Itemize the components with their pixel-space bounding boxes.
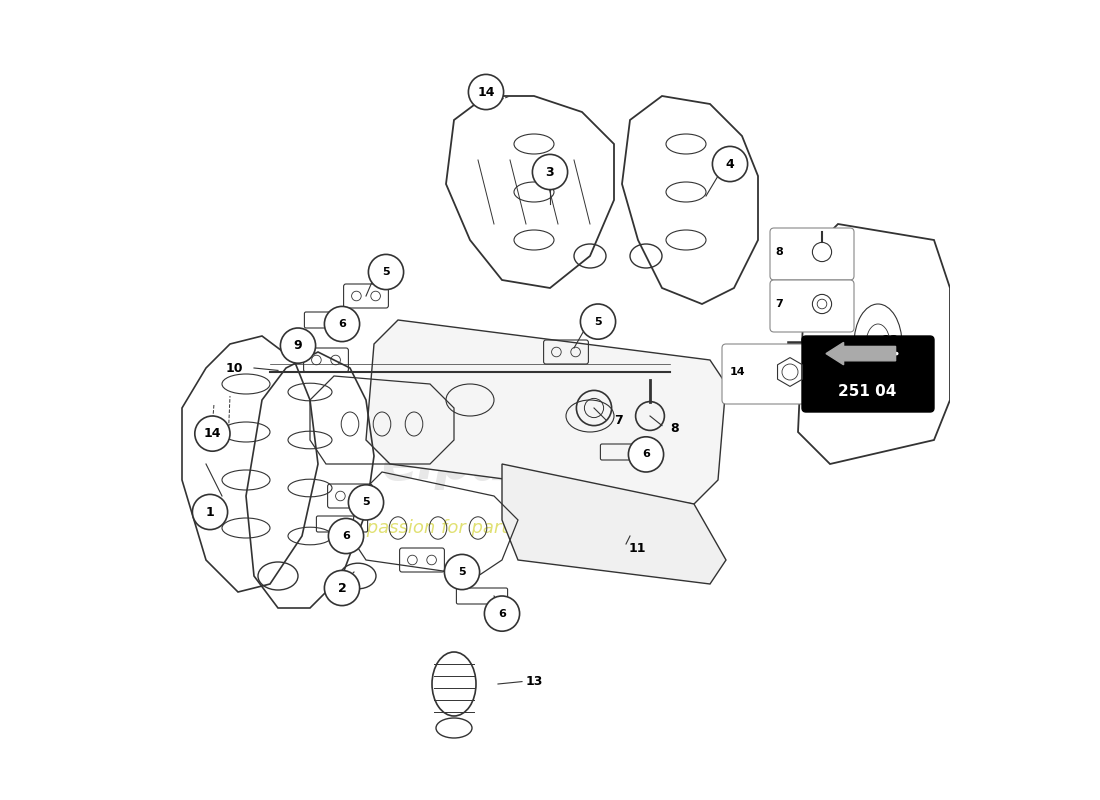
Text: elparts: elparts <box>381 438 591 490</box>
Text: 7: 7 <box>776 299 783 309</box>
FancyArrow shape <box>826 342 895 365</box>
Text: 5: 5 <box>382 267 389 277</box>
Text: 5: 5 <box>594 317 602 326</box>
Circle shape <box>329 518 364 554</box>
Text: 10: 10 <box>226 362 243 374</box>
Text: 6: 6 <box>342 531 350 541</box>
Text: a passion for parts since 1985: a passion for parts since 1985 <box>350 519 622 537</box>
Circle shape <box>280 328 316 363</box>
Text: 8: 8 <box>670 422 679 434</box>
Text: 5: 5 <box>459 567 465 577</box>
Text: 6: 6 <box>338 319 345 329</box>
Text: 6: 6 <box>642 450 650 459</box>
Text: 11: 11 <box>628 542 646 554</box>
Text: 13: 13 <box>526 675 543 688</box>
Text: 3: 3 <box>546 166 554 178</box>
Circle shape <box>324 306 360 342</box>
Circle shape <box>532 154 568 190</box>
FancyBboxPatch shape <box>770 228 854 280</box>
Text: 7: 7 <box>614 414 623 426</box>
Text: 14: 14 <box>729 367 745 377</box>
Text: 12: 12 <box>882 334 900 346</box>
FancyBboxPatch shape <box>722 344 810 404</box>
Text: 2: 2 <box>338 582 346 594</box>
Circle shape <box>349 485 384 520</box>
Circle shape <box>581 304 616 339</box>
Text: 5: 5 <box>362 498 370 507</box>
FancyBboxPatch shape <box>770 280 854 332</box>
Ellipse shape <box>446 384 494 416</box>
Circle shape <box>324 570 360 606</box>
Text: 6: 6 <box>498 609 506 618</box>
Text: 14: 14 <box>204 427 221 440</box>
Circle shape <box>368 254 404 290</box>
Circle shape <box>444 554 480 590</box>
Text: 4: 4 <box>726 158 735 170</box>
Circle shape <box>628 437 663 472</box>
Text: 9: 9 <box>294 339 302 352</box>
Text: 251 04: 251 04 <box>838 385 896 399</box>
Text: 14: 14 <box>477 86 495 98</box>
Text: 8: 8 <box>776 247 783 257</box>
Circle shape <box>195 416 230 451</box>
Circle shape <box>192 494 228 530</box>
Polygon shape <box>366 320 726 504</box>
Polygon shape <box>502 464 726 584</box>
Circle shape <box>469 74 504 110</box>
Circle shape <box>484 596 519 631</box>
Ellipse shape <box>566 400 614 432</box>
Circle shape <box>713 146 748 182</box>
Text: 1: 1 <box>206 506 214 518</box>
FancyBboxPatch shape <box>802 336 934 412</box>
